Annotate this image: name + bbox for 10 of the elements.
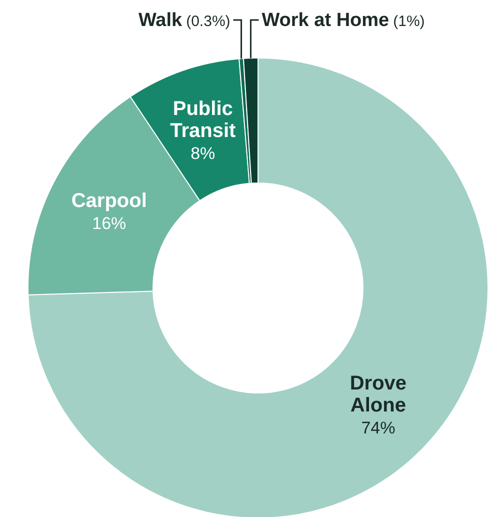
slice-label: Carpool	[71, 190, 147, 212]
slice-label: Public Transit	[170, 98, 236, 142]
slice-label: Drove Alone	[350, 372, 407, 417]
slice-label: Work at Home	[262, 10, 390, 31]
data-label: (0.3%)	[186, 13, 230, 30]
slice-label: Walk	[138, 10, 183, 31]
data-label: 74%	[361, 418, 396, 438]
data-label: (1%)	[393, 13, 425, 30]
data-label: 8%	[190, 144, 216, 163]
data-label: 16%	[92, 214, 126, 234]
